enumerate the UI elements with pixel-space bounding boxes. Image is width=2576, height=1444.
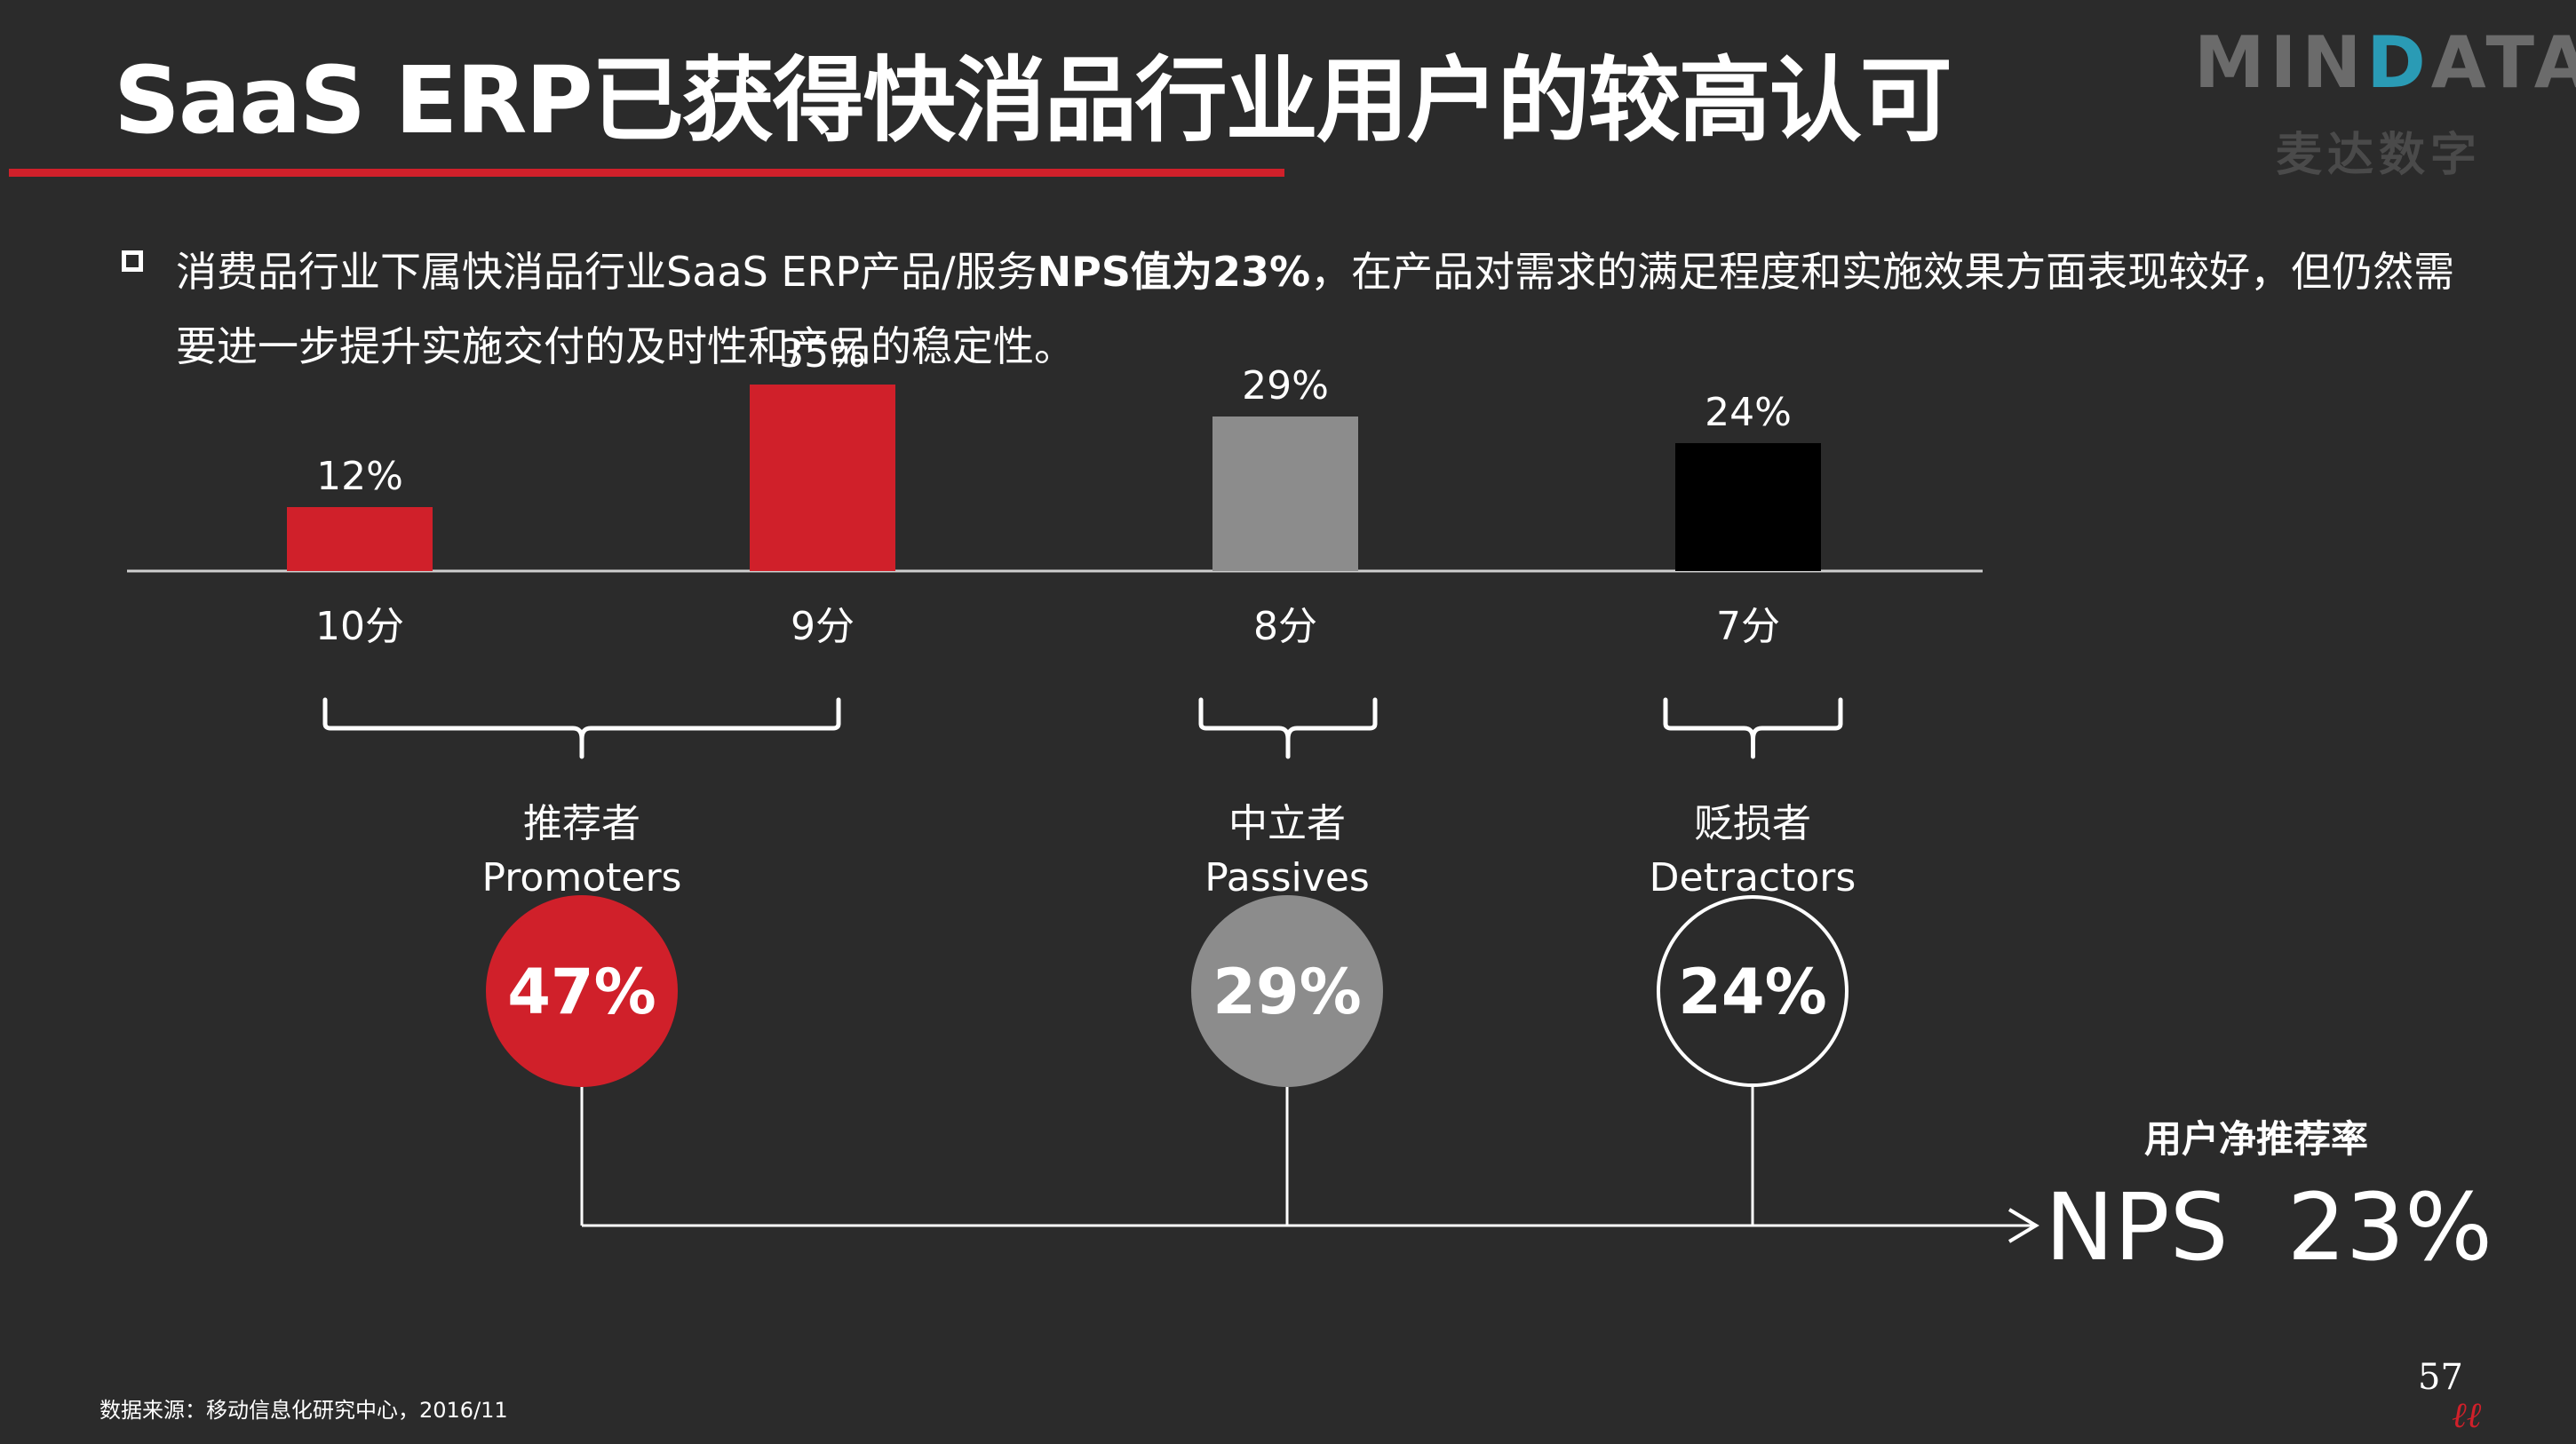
category-label-0: 10分 — [315, 604, 404, 649]
group-value-1: 29% — [1212, 956, 1362, 1028]
group-name-cn-2: 贬损者 — [1694, 801, 1811, 846]
nps-label: 用户净推荐率 — [2144, 1117, 2368, 1161]
brace-passives — [1198, 697, 1378, 759]
group-name-cn-1: 中立者 — [1228, 801, 1346, 846]
bar-3 — [1675, 443, 1821, 571]
page-number: 57 — [2418, 1357, 2463, 1398]
group-name-en-1: Passives — [1205, 855, 1370, 901]
group-circle-1 — [1191, 895, 1383, 1087]
category-label-3: 7分 — [1716, 604, 1780, 649]
bar-value-label-3: 24% — [1705, 390, 1792, 435]
nps-highlight: NPS值为23% — [1037, 248, 1311, 296]
group-name-cn-0: 推荐者 — [523, 801, 640, 846]
bar-value-label-1: 35% — [779, 331, 866, 377]
page-title: SaaS ERP已获得快消品行业用户的较高认可 — [114, 46, 1952, 155]
brace-promoters — [322, 697, 841, 759]
title-underline — [9, 169, 1284, 177]
brace-detractors — [1663, 697, 1843, 759]
footer-brand-logo: ℓℓ — [2452, 1395, 2482, 1436]
description-text: 消费品行业下属快消品行业SaaS ERP产品/服务NPS值为23%，在产品对需求… — [176, 248, 2455, 370]
bullet-square-icon — [122, 250, 143, 272]
group-circle-2 — [1657, 895, 1849, 1087]
group-name-en-0: Promoters — [482, 855, 682, 901]
bar-1 — [750, 385, 895, 571]
category-label-1: 9分 — [791, 604, 855, 649]
group-value-2: 24% — [1678, 956, 1827, 1028]
nps-value: NPS 23% — [2045, 1173, 2493, 1281]
bar-0 — [287, 507, 433, 571]
bar-value-label-2: 29% — [1242, 363, 1329, 409]
bar-2 — [1212, 417, 1358, 571]
mindata-logo: MINDATA 麦达数字 — [2194, 21, 2576, 182]
data-source: 数据来源：移动信息化研究中心，2016/11 — [99, 1398, 508, 1423]
group-circle-0 — [486, 895, 678, 1087]
group-value-0: 47% — [507, 956, 656, 1028]
arrow-head-icon — [2008, 1208, 2039, 1243]
logo-subtitle: 麦达数字 — [2276, 129, 2483, 182]
category-label-2: 8分 — [1253, 604, 1317, 649]
bar-value-label-0: 12% — [316, 454, 403, 499]
group-name-en-2: Detractors — [1650, 855, 1856, 901]
logo-wordmark: MINDATA — [2194, 21, 2576, 104]
